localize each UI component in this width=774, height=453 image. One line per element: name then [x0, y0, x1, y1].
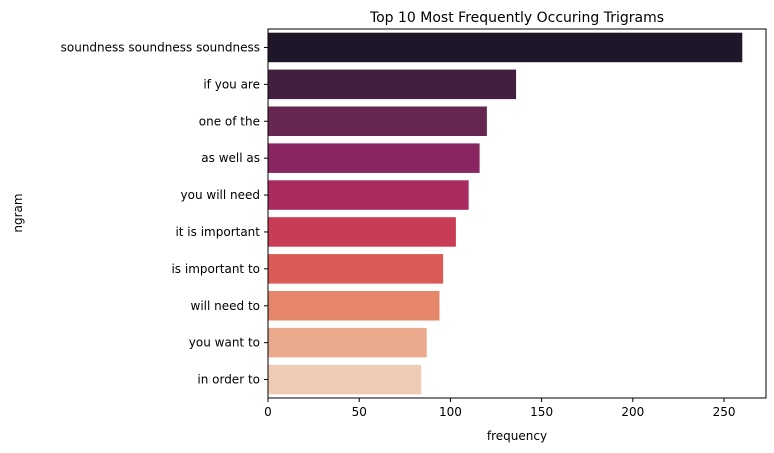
- x-axis-label: frequency: [487, 429, 547, 443]
- bar-4: [268, 180, 469, 210]
- y-tick-label: soundness soundness soundness: [61, 40, 260, 54]
- bar-9: [268, 364, 422, 395]
- y-tick-label: will need to: [191, 299, 260, 313]
- bar-5: [268, 217, 456, 247]
- x-tick-label: 150: [530, 405, 553, 419]
- x-tick-label: 200: [621, 405, 644, 419]
- bars-group: [268, 32, 743, 395]
- y-tick-label: you will need: [181, 188, 260, 202]
- y-tick-label: as well as: [201, 151, 260, 165]
- y-tick-label: in order to: [197, 373, 260, 387]
- bar-6: [268, 254, 444, 284]
- bar-3: [268, 143, 480, 173]
- bar-7: [268, 290, 440, 321]
- y-tick-label: is important to: [171, 262, 260, 276]
- chart-title: Top 10 Most Frequently Occuring Trigrams: [369, 10, 664, 26]
- y-axis-label: ngram: [11, 193, 25, 232]
- y-tick-label: one of the: [199, 114, 260, 128]
- x-tick-label: 50: [352, 405, 367, 419]
- bar-2: [268, 106, 487, 137]
- plot-frame: [267, 28, 767, 399]
- bar-0: [268, 32, 743, 63]
- x-tick-label: 0: [264, 405, 272, 419]
- y-tick-label: you want to: [189, 336, 260, 350]
- y-tick-label: if you are: [203, 77, 260, 91]
- bar-1: [268, 69, 517, 100]
- x-tick-label: 100: [439, 405, 462, 419]
- y-tick-label: it is important: [175, 225, 260, 239]
- x-tick-label: 250: [713, 405, 736, 419]
- y-axis-ticks: soundness soundness soundness if you are o…: [61, 40, 268, 387]
- x-axis-ticks: 0 50 100 150 200 250: [264, 398, 735, 419]
- bar-8: [268, 327, 427, 358]
